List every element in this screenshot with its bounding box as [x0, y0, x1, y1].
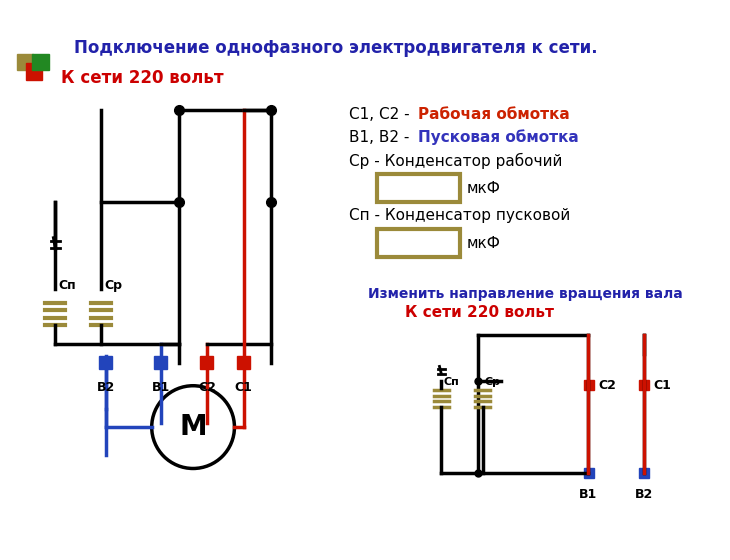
Bar [237, 356, 250, 369]
Text: Изменить направление вращения вала: Изменить направление вращения вала [368, 287, 683, 301]
Bar [26, 63, 42, 80]
Text: К сети 220 вольт: К сети 220 вольт [404, 305, 553, 320]
Text: B2: B2 [634, 488, 653, 501]
Bar [99, 356, 112, 369]
Text: Ср: Ср [485, 377, 501, 386]
Text: C1: C1 [653, 379, 672, 392]
Bar [584, 380, 594, 390]
Bar [201, 356, 213, 369]
Bar [32, 54, 49, 71]
Text: М: М [180, 413, 207, 441]
Text: C2: C2 [198, 381, 216, 394]
Bar [584, 468, 594, 478]
Text: мкФ: мкФ [467, 180, 501, 195]
Bar [377, 174, 460, 202]
Bar [17, 54, 33, 71]
Text: Сп: Сп [58, 279, 75, 292]
Text: C1: C1 [235, 381, 253, 394]
Text: С1, С2 -: С1, С2 - [350, 107, 415, 122]
Text: C2: C2 [599, 379, 616, 392]
Text: В1, В2 -: В1, В2 - [350, 130, 415, 145]
Text: B1: B1 [580, 488, 598, 501]
Bar [377, 230, 460, 257]
Text: Пусковая обмотка: Пусковая обмотка [418, 129, 579, 146]
Text: Сп: Сп [443, 377, 459, 386]
Text: B1: B1 [152, 381, 170, 394]
Text: К сети 220 вольт: К сети 220 вольт [61, 69, 224, 87]
Text: Ср: Ср [104, 279, 122, 292]
Text: Рабочая обмотка: Рабочая обмотка [418, 107, 570, 122]
Text: Подключение однофазного электродвигателя к сети.: Подключение однофазного электродвигателя… [74, 39, 597, 57]
Text: Ср - Конденсатор рабочий: Ср - Конденсатор рабочий [350, 152, 563, 169]
Bar [155, 356, 167, 369]
Text: Сп - Конденсатор пусковой: Сп - Конденсатор пусковой [350, 208, 571, 223]
Bar [639, 468, 649, 478]
Text: B2: B2 [96, 381, 115, 394]
Bar [639, 380, 649, 390]
Text: мкФ: мкФ [467, 236, 501, 251]
